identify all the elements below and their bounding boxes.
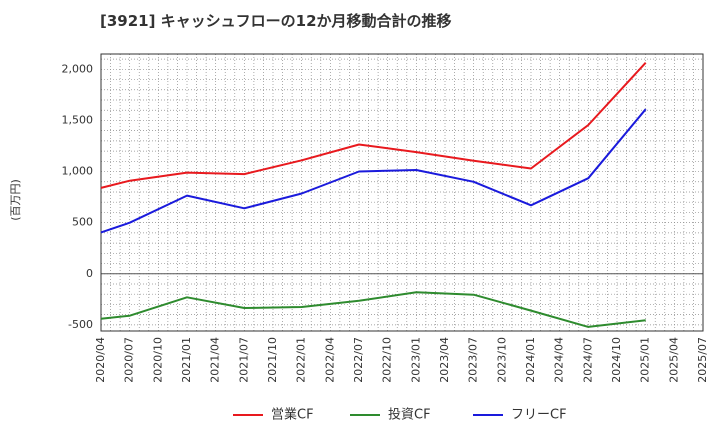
x-tick-label: 2024/04 [553, 337, 566, 383]
series-line [100, 108, 647, 234]
legend-label: 投資CF [388, 407, 431, 423]
x-tick-label: 2021/04 [209, 337, 222, 383]
plot-area [101, 54, 703, 331]
x-tick-label: 2022/10 [381, 337, 394, 383]
y-tick-label: -500 [68, 318, 93, 331]
x-tick-label: 2024/01 [524, 337, 537, 383]
chart-title: [3921] キャッシュフローの12か月移動合計の推移 [100, 12, 452, 30]
x-tick-label: 2024/07 [581, 337, 594, 383]
x-axis: 2020/04 2020/07 2020/10 2021/01 2021/04 2021/… [94, 337, 709, 383]
y-tick-label: 1,000 [62, 165, 94, 178]
series-line [100, 291, 646, 328]
y-tick-label: 2,000 [62, 62, 94, 75]
x-tick-label: 2025/04 [667, 337, 680, 383]
x-tick-label: 2020/04 [94, 337, 107, 383]
x-tick-label: 2025/07 [696, 337, 709, 383]
plot-border [100, 53, 704, 332]
x-tick-label: 2023/07 [467, 337, 480, 383]
legend: 営業CF 投資CF フリーCF [233, 407, 567, 423]
series-lines [100, 62, 647, 328]
y-axis-label: (百万円) [9, 179, 22, 221]
x-tick-label: 2025/01 [639, 337, 652, 383]
x-tick-label: 2021/10 [266, 337, 279, 383]
y-tick-label: 0 [86, 267, 93, 280]
x-tick-label: 2023/10 [495, 337, 508, 383]
x-tick-label: 2023/01 [409, 337, 422, 383]
y-tick-label: 500 [72, 216, 93, 229]
x-tick-label: 2023/04 [438, 337, 451, 383]
x-tick-label: 2024/10 [610, 337, 623, 383]
x-tick-label: 2022/07 [352, 337, 365, 383]
y-axis: -500 0 500 1,000 1,500 2,000 [62, 62, 94, 331]
x-tick-label: 2020/07 [123, 337, 136, 383]
x-tick-label: 2021/01 [180, 337, 193, 383]
x-tick-label: 2022/01 [295, 337, 308, 383]
series-line [100, 62, 647, 189]
x-tick-label: 2021/07 [237, 337, 250, 383]
x-tick-label: 2022/04 [323, 337, 336, 383]
x-tick-label: 2020/10 [151, 337, 164, 383]
legend-label: 営業CF [271, 407, 314, 423]
y-tick-label: 1,500 [62, 113, 94, 126]
legend-label: フリーCF [511, 408, 567, 423]
